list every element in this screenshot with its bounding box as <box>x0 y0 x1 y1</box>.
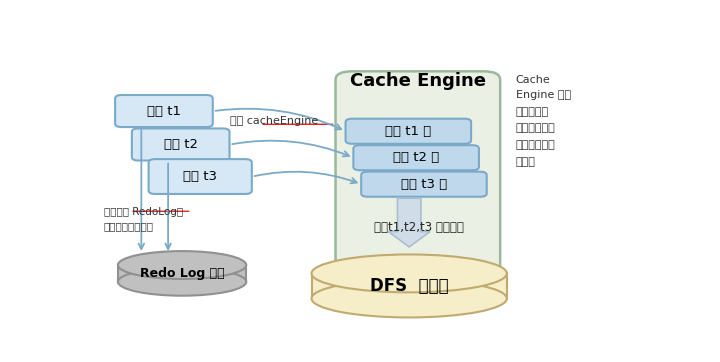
Text: 多个事务数: 多个事务数 <box>516 107 549 117</box>
FancyBboxPatch shape <box>115 95 213 127</box>
FancyBboxPatch shape <box>361 172 487 197</box>
FancyArrow shape <box>388 198 430 247</box>
FancyBboxPatch shape <box>148 159 252 194</box>
Ellipse shape <box>312 279 507 317</box>
Text: 事务 t3: 事务 t3 <box>183 170 217 183</box>
FancyBboxPatch shape <box>132 129 230 160</box>
Text: 事务 t1: 事务 t1 <box>147 105 181 118</box>
Text: 事务t1,t2,t3 同时写入: 事务t1,t2,t3 同时写入 <box>374 222 464 235</box>
Text: DFS  数据库: DFS 数据库 <box>370 277 449 295</box>
Text: 事务 t2 数: 事务 t2 数 <box>393 151 439 164</box>
Text: 磁盘，提升吞: 磁盘，提升吞 <box>516 140 556 150</box>
Text: 写入 cacheEngine: 写入 cacheEngine <box>230 117 318 126</box>
Ellipse shape <box>312 254 507 292</box>
Text: Cache Engine: Cache Engine <box>349 72 485 90</box>
Text: Redo Log 磁盘: Redo Log 磁盘 <box>140 267 225 280</box>
Text: 事务 t1 数: 事务 t1 数 <box>385 125 431 138</box>
FancyBboxPatch shape <box>346 119 471 144</box>
FancyBboxPatch shape <box>336 71 500 294</box>
Text: Engine 缓存: Engine 缓存 <box>516 90 571 100</box>
FancyBboxPatch shape <box>354 145 479 170</box>
FancyBboxPatch shape <box>312 273 507 299</box>
Text: 据，批量写入: 据，批量写入 <box>516 123 556 134</box>
Text: 写入磁盘 RedoLog，
落盘后，事务完成: 写入磁盘 RedoLog， 落盘后，事务完成 <box>104 206 183 231</box>
Text: 吐量。: 吐量。 <box>516 157 536 167</box>
FancyBboxPatch shape <box>118 265 246 282</box>
Text: 事务 t3 数: 事务 t3 数 <box>401 178 447 191</box>
Text: Cache: Cache <box>516 75 551 85</box>
Ellipse shape <box>118 268 246 296</box>
Text: 事务 t2: 事务 t2 <box>163 138 198 151</box>
Ellipse shape <box>118 251 246 279</box>
